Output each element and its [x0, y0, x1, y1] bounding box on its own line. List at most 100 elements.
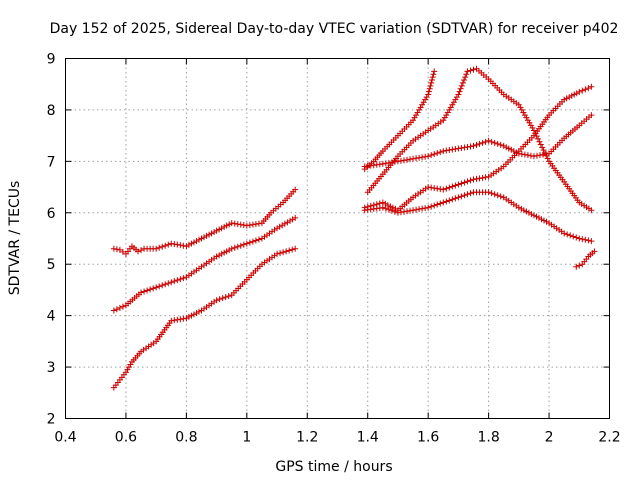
- data-point: [449, 183, 456, 190]
- data-point: [518, 205, 525, 212]
- data-point: [413, 206, 420, 213]
- data-point: [226, 247, 233, 254]
- data-point: [284, 219, 291, 226]
- data-point: [119, 248, 126, 255]
- data-point: [573, 263, 580, 270]
- data-point: [591, 248, 598, 255]
- data-point: [446, 197, 453, 204]
- data-point: [213, 227, 220, 234]
- data-point: [413, 155, 420, 162]
- data-point: [165, 280, 172, 287]
- data-point: [543, 151, 550, 158]
- data-point: [430, 71, 437, 78]
- data-point: [488, 138, 495, 145]
- data-point: [394, 209, 401, 216]
- data-point: [159, 282, 166, 289]
- data-point: [219, 295, 226, 302]
- data-point: [286, 247, 293, 254]
- data-point: [449, 146, 456, 153]
- x-axis-label: GPS time / hours: [275, 459, 392, 475]
- x-tick-label: 0.6: [115, 430, 137, 446]
- data-point: [180, 242, 187, 249]
- data-point: [573, 234, 580, 241]
- data-point: [116, 304, 123, 311]
- data-point: [457, 85, 464, 92]
- data-point: [455, 145, 462, 152]
- data-point: [218, 225, 225, 232]
- data-point: [110, 307, 117, 314]
- data-point: [274, 225, 281, 232]
- data-point: [171, 317, 178, 324]
- chart-title: Day 152 of 2025, Sidereal Day-to-day VTE…: [50, 21, 619, 37]
- data-point: [116, 246, 123, 253]
- data-point: [422, 153, 429, 160]
- data-point: [188, 240, 195, 247]
- axis-ticks: [65, 58, 610, 419]
- data-point: [523, 208, 530, 215]
- data-point: [482, 138, 489, 145]
- data-point: [464, 143, 471, 150]
- data-point: [404, 156, 411, 163]
- data-point: [153, 284, 160, 291]
- data-point: [573, 90, 580, 97]
- data-point: [228, 220, 235, 227]
- data-point: [156, 244, 163, 251]
- data-point: [400, 157, 407, 164]
- data-point: [476, 140, 483, 147]
- data-point: [497, 141, 504, 148]
- data-point: [287, 217, 294, 224]
- data-point: [464, 68, 471, 75]
- series-trace-8: [361, 189, 595, 245]
- data-point: [459, 79, 466, 86]
- data-point: [234, 243, 241, 250]
- data-point: [488, 190, 495, 197]
- data-point: [180, 275, 187, 282]
- data-point: [456, 88, 463, 95]
- data-point: [237, 242, 244, 249]
- data-point: [240, 222, 247, 229]
- data-point: [518, 151, 525, 158]
- data-point: [427, 82, 434, 89]
- data-point: [428, 184, 435, 191]
- data-point: [119, 303, 126, 310]
- x-tick-label: 0.4: [54, 430, 76, 446]
- y-tick-label: 2: [47, 412, 56, 428]
- data-point: [508, 146, 515, 153]
- data-point: [533, 152, 540, 159]
- data-point: [419, 154, 426, 161]
- data-point: [416, 154, 423, 161]
- data-point: [292, 186, 299, 193]
- data-point: [467, 190, 474, 197]
- data-point: [491, 191, 498, 198]
- data-point: [206, 231, 213, 238]
- data-point: [470, 142, 477, 149]
- data-point: [437, 149, 444, 156]
- data-point: [416, 206, 423, 213]
- data-point: [391, 158, 398, 165]
- data-point: [198, 235, 205, 242]
- x-tick-labels: 0.4 0.6 0.8 1 1.2 1.4 1.6 1.8 2 2.2: [54, 430, 620, 446]
- data-point: [255, 220, 262, 227]
- data-point: [188, 312, 195, 319]
- data-point: [446, 184, 453, 191]
- data-point: [147, 286, 154, 293]
- data-point: [473, 141, 480, 148]
- data-point: [234, 221, 241, 228]
- data-point: [540, 147, 547, 154]
- data-point: [479, 174, 486, 181]
- data-point: [388, 207, 395, 214]
- data-point: [110, 245, 117, 252]
- data-point: [497, 193, 504, 200]
- data-point: [190, 311, 197, 318]
- data-point: [141, 288, 148, 295]
- data-point: [473, 175, 480, 182]
- data-point: [524, 152, 531, 159]
- data-point: [520, 207, 527, 214]
- x-tick-label: 2.2: [598, 430, 620, 446]
- data-point: [521, 151, 528, 158]
- y-tick-labels: 2 3 4 5 6 7 8 9: [47, 52, 56, 428]
- data-point: [252, 221, 259, 228]
- data-point: [544, 155, 551, 162]
- data-point: [211, 229, 218, 236]
- data-point: [382, 160, 389, 167]
